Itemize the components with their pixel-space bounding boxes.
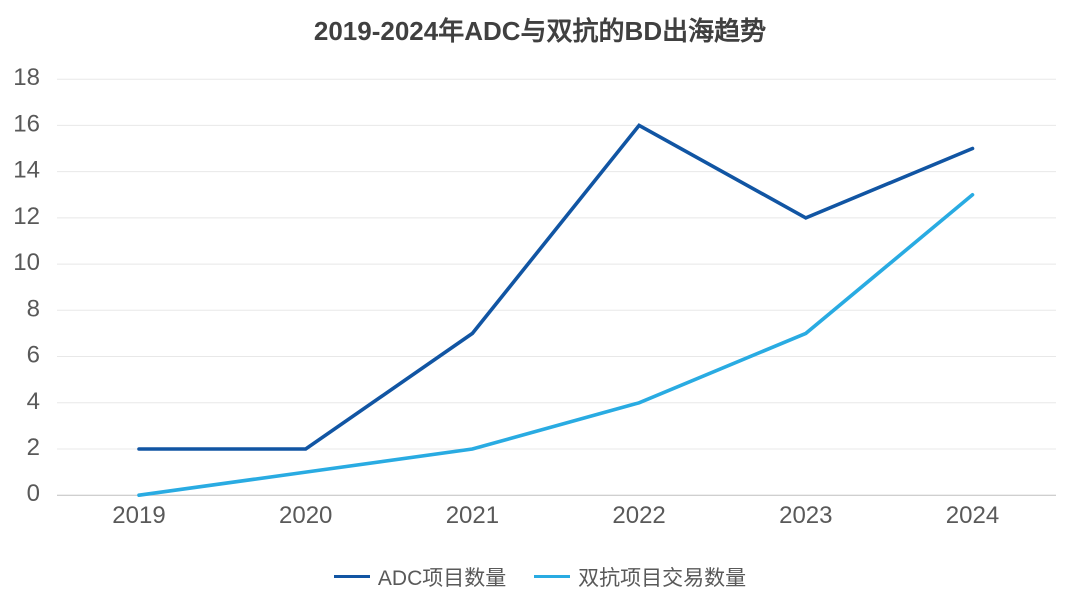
svg-text:2: 2 — [27, 434, 40, 461]
svg-text:2023: 2023 — [779, 502, 832, 529]
svg-text:18: 18 — [13, 64, 40, 91]
svg-text:2019: 2019 — [112, 502, 165, 529]
svg-text:2021: 2021 — [446, 502, 499, 529]
svg-text:10: 10 — [13, 249, 40, 276]
svg-text:14: 14 — [13, 157, 40, 184]
svg-text:0: 0 — [27, 480, 40, 507]
svg-text:4: 4 — [27, 388, 40, 415]
svg-text:2024: 2024 — [946, 502, 999, 529]
svg-text:8: 8 — [27, 295, 40, 322]
svg-text:2022: 2022 — [612, 502, 665, 529]
svg-text:2020: 2020 — [279, 502, 332, 529]
svg-text:6: 6 — [27, 342, 40, 369]
svg-text:16: 16 — [13, 110, 40, 137]
svg-text:12: 12 — [13, 203, 40, 230]
